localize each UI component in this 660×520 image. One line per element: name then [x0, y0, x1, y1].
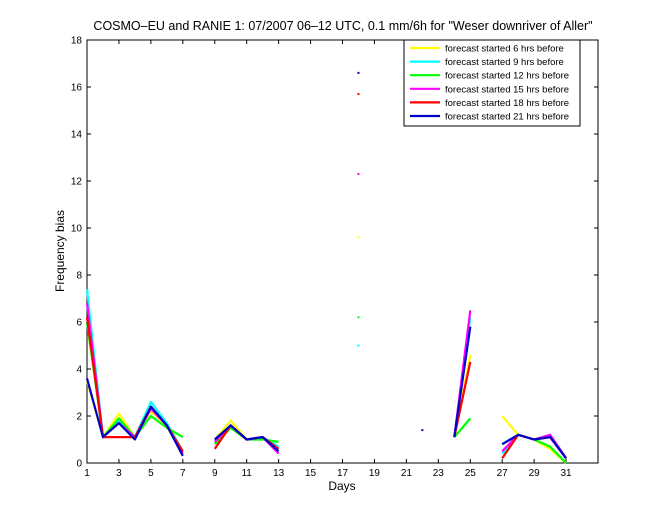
y-axis: 0 2 4 6 8 10 12 14 16 18	[71, 36, 598, 470]
x-axis-label: Days	[328, 479, 355, 493]
x-tick-label: 5	[148, 468, 154, 479]
legend-label: forecast started 15 hrs before	[445, 84, 569, 95]
x-tick-label: 9	[212, 468, 218, 479]
y-axis-label: Frequency bias	[53, 210, 67, 292]
x-tick-label: 17	[337, 468, 349, 479]
x-tick-label: 1	[84, 468, 90, 479]
data-point	[357, 71, 360, 74]
series-6	[85, 71, 567, 459]
series-line	[214, 424, 280, 453]
y-tick-label: 14	[71, 130, 83, 141]
legend: forecast started 6 hrs before forecast st…	[403, 39, 581, 127]
x-tick-label: 21	[401, 468, 413, 479]
x-tick-label: 15	[305, 468, 317, 479]
series-line	[453, 417, 472, 438]
data-point	[357, 93, 360, 96]
legend-box	[403, 39, 581, 127]
data-point	[357, 316, 360, 319]
legend-label: forecast started 6 hrs before	[445, 44, 564, 55]
y-tick-label: 6	[76, 318, 82, 329]
data-point	[357, 236, 360, 239]
legend-label: forecast started 21 hrs before	[445, 112, 569, 123]
x-tick-label: 11	[241, 468, 252, 479]
y-tick-label: 8	[76, 271, 82, 282]
series-line	[501, 433, 567, 459]
x-tick-label: 31	[561, 468, 573, 479]
x-tick-label: 13	[273, 468, 285, 479]
chart-title: COSMO–EU and RANIE 1: 07/2007 06–12 UTC,…	[93, 19, 592, 33]
y-tick-label: 18	[71, 36, 83, 47]
x-axis: 1 3 5 7 9 11 13 15 17 19 21 23 25 27 29 31	[84, 40, 572, 479]
legend-label: forecast started 12 hrs before	[445, 71, 569, 82]
legend-label: forecast started 9 hrs before	[445, 57, 564, 68]
x-tick-label: 3	[116, 468, 122, 479]
x-tick-label: 27	[497, 468, 509, 479]
data-point	[421, 429, 424, 432]
y-tick-label: 10	[71, 224, 83, 235]
series-line	[85, 378, 184, 457]
series-layer	[85, 71, 568, 464]
y-tick-label: 2	[76, 412, 82, 423]
y-tick-label: 0	[76, 459, 82, 470]
x-tick-label: 23	[433, 468, 445, 479]
x-tick-label: 7	[180, 468, 186, 479]
y-tick-label: 4	[76, 365, 82, 376]
data-point	[357, 344, 360, 347]
x-tick-label: 25	[465, 468, 477, 479]
x-tick-label: 19	[369, 468, 381, 479]
series-line	[453, 326, 472, 438]
legend-label: forecast started 18 hrs before	[445, 98, 569, 109]
y-tick-label: 16	[71, 83, 83, 94]
data-point	[357, 172, 360, 175]
x-tick-label: 29	[529, 468, 541, 479]
y-tick-label: 12	[71, 177, 83, 188]
